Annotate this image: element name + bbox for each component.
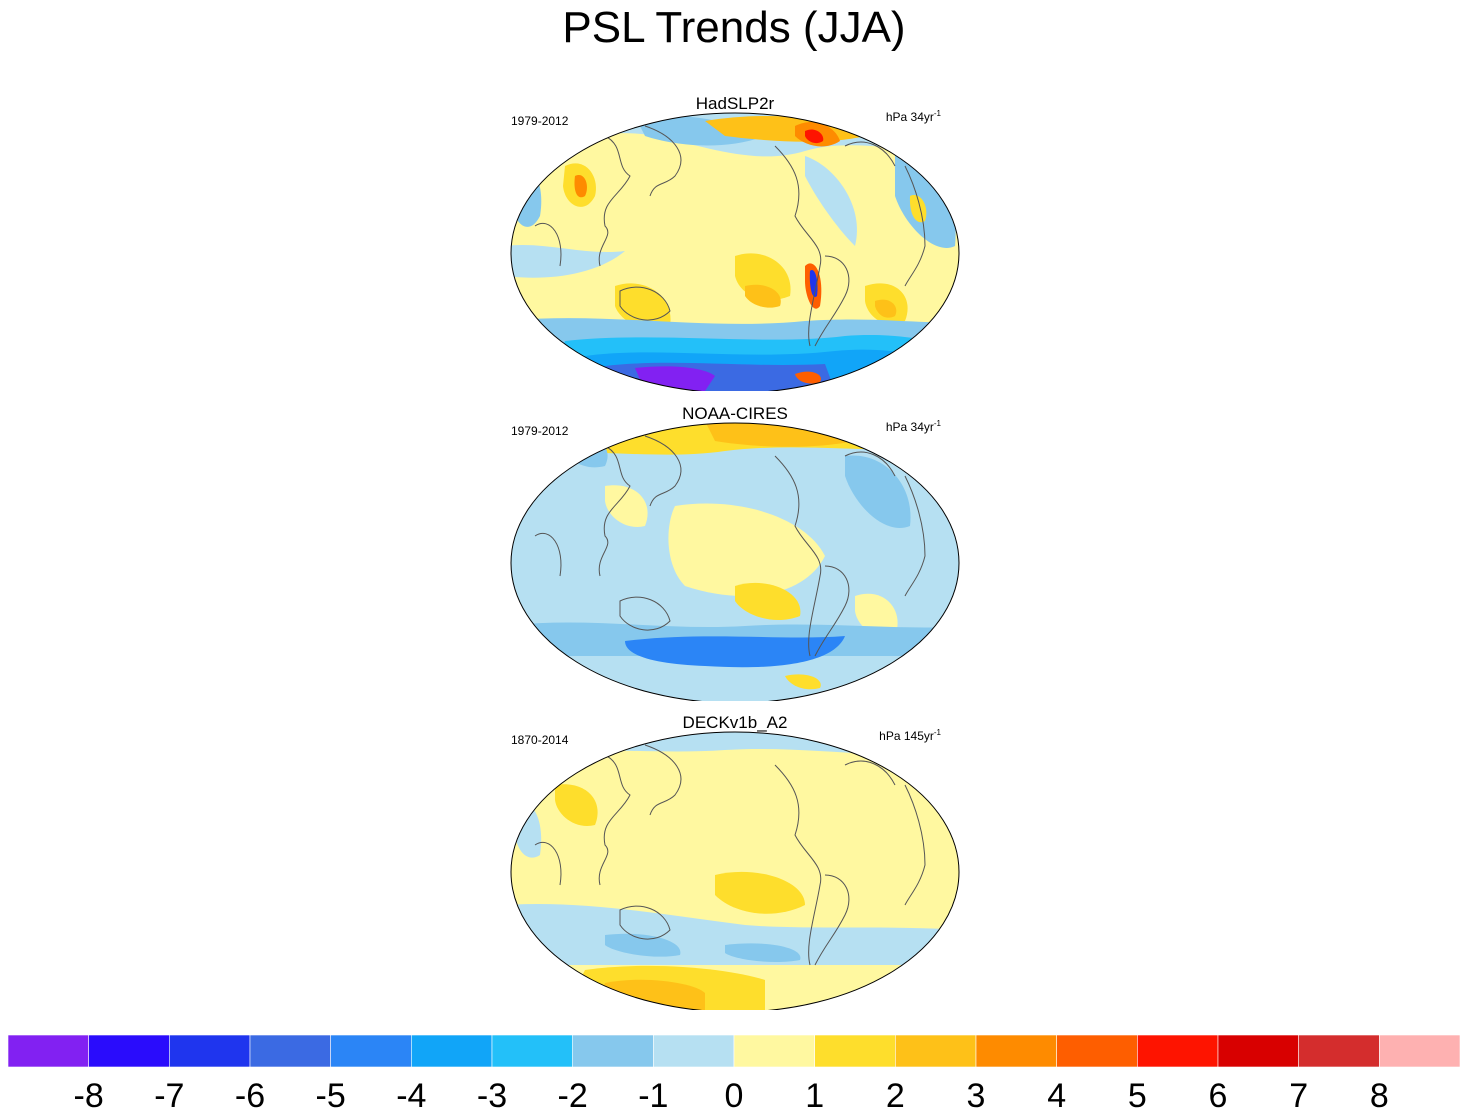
units-label: hPa 34yr-1 xyxy=(885,419,941,434)
colorbar-label: -8 xyxy=(74,1077,104,1115)
colorbar-label: 5 xyxy=(1128,1077,1147,1115)
panel-title: DECKv1b_A2 xyxy=(682,713,788,732)
map-panel-noaa-cires: NOAA-CIRES 1979-2012 hPa 34yr-1 xyxy=(505,404,965,701)
colorbar-swatch xyxy=(1379,1035,1460,1068)
units-label: hPa 145yr-1 xyxy=(879,728,941,743)
colorbar-label: 7 xyxy=(1289,1077,1308,1115)
colorbar-swatch xyxy=(895,1035,977,1068)
colorbar-swatch xyxy=(733,1035,815,1068)
colorbar-swatch xyxy=(88,1035,170,1068)
colorbar-swatch xyxy=(411,1035,493,1068)
colorbar-label: -4 xyxy=(396,1077,426,1115)
colorbar-swatch xyxy=(330,1035,412,1068)
colorbar-swatch xyxy=(1056,1035,1138,1068)
colorbar-label: -3 xyxy=(477,1077,507,1115)
colorbar-label: -5 xyxy=(316,1077,346,1115)
coastlines xyxy=(534,125,926,347)
colorbar-label: 0 xyxy=(725,1077,744,1115)
colorbar-swatch xyxy=(653,1035,735,1068)
period-label: 1979-2012 xyxy=(511,114,569,128)
trend-field xyxy=(511,113,959,391)
colorbar-swatch xyxy=(249,1035,331,1068)
units-label: hPa 34yr-1 xyxy=(885,109,941,124)
panel-title: HadSLP2r xyxy=(695,94,775,113)
colorbar-label: -1 xyxy=(638,1077,668,1115)
colorbar-label: 6 xyxy=(1209,1077,1228,1115)
colorbar-swatch xyxy=(169,1035,251,1068)
panel-title: NOAA-CIRES xyxy=(682,404,788,423)
map-panel-hadslp2r: HadSLP2r 1979-2012 hPa 34yr-1 xyxy=(505,94,965,391)
colorbar-label: -6 xyxy=(235,1077,265,1115)
colorbar-swatch xyxy=(1217,1035,1299,1068)
period-label: 1979-2012 xyxy=(511,424,569,438)
colorbar-swatch xyxy=(814,1035,896,1068)
period-label: 1870-2014 xyxy=(511,733,569,747)
colorbar-label: -2 xyxy=(558,1077,588,1115)
colorbar: -8 -7 -6 -5 -4 -3 -2 -1 0 1 2 3 4 5 6 7 8 xyxy=(8,1035,1460,1115)
colorbar-label: -7 xyxy=(154,1077,184,1115)
figure-title: PSL Trends (JJA) xyxy=(562,3,906,52)
colorbar-label: 2 xyxy=(886,1077,905,1115)
colorbar-swatch xyxy=(1137,1035,1219,1068)
trend-field xyxy=(511,732,959,1010)
colorbar-label: 3 xyxy=(967,1077,986,1115)
colorbar-swatch xyxy=(572,1035,654,1068)
colorbar-label: 8 xyxy=(1370,1077,1389,1115)
world-map-noaa-cires xyxy=(510,422,960,701)
colorbar-swatch xyxy=(1298,1035,1380,1068)
colorbar-swatch xyxy=(8,1035,89,1068)
world-map-hadslp2r xyxy=(510,112,960,391)
coastlines xyxy=(534,744,926,966)
colorbar-label: 1 xyxy=(805,1077,824,1115)
colorbar-swatch xyxy=(491,1035,573,1068)
coastlines xyxy=(534,435,926,657)
colorbar-swatch xyxy=(975,1035,1057,1068)
world-map-deckv1b-a2 xyxy=(510,731,960,1010)
colorbar-label: 4 xyxy=(1047,1077,1066,1115)
trend-field xyxy=(511,423,959,701)
map-panel-deckv1b-a2: DECKv1b_A2 1870-2014 hPa 145yr-1 xyxy=(505,713,965,1010)
